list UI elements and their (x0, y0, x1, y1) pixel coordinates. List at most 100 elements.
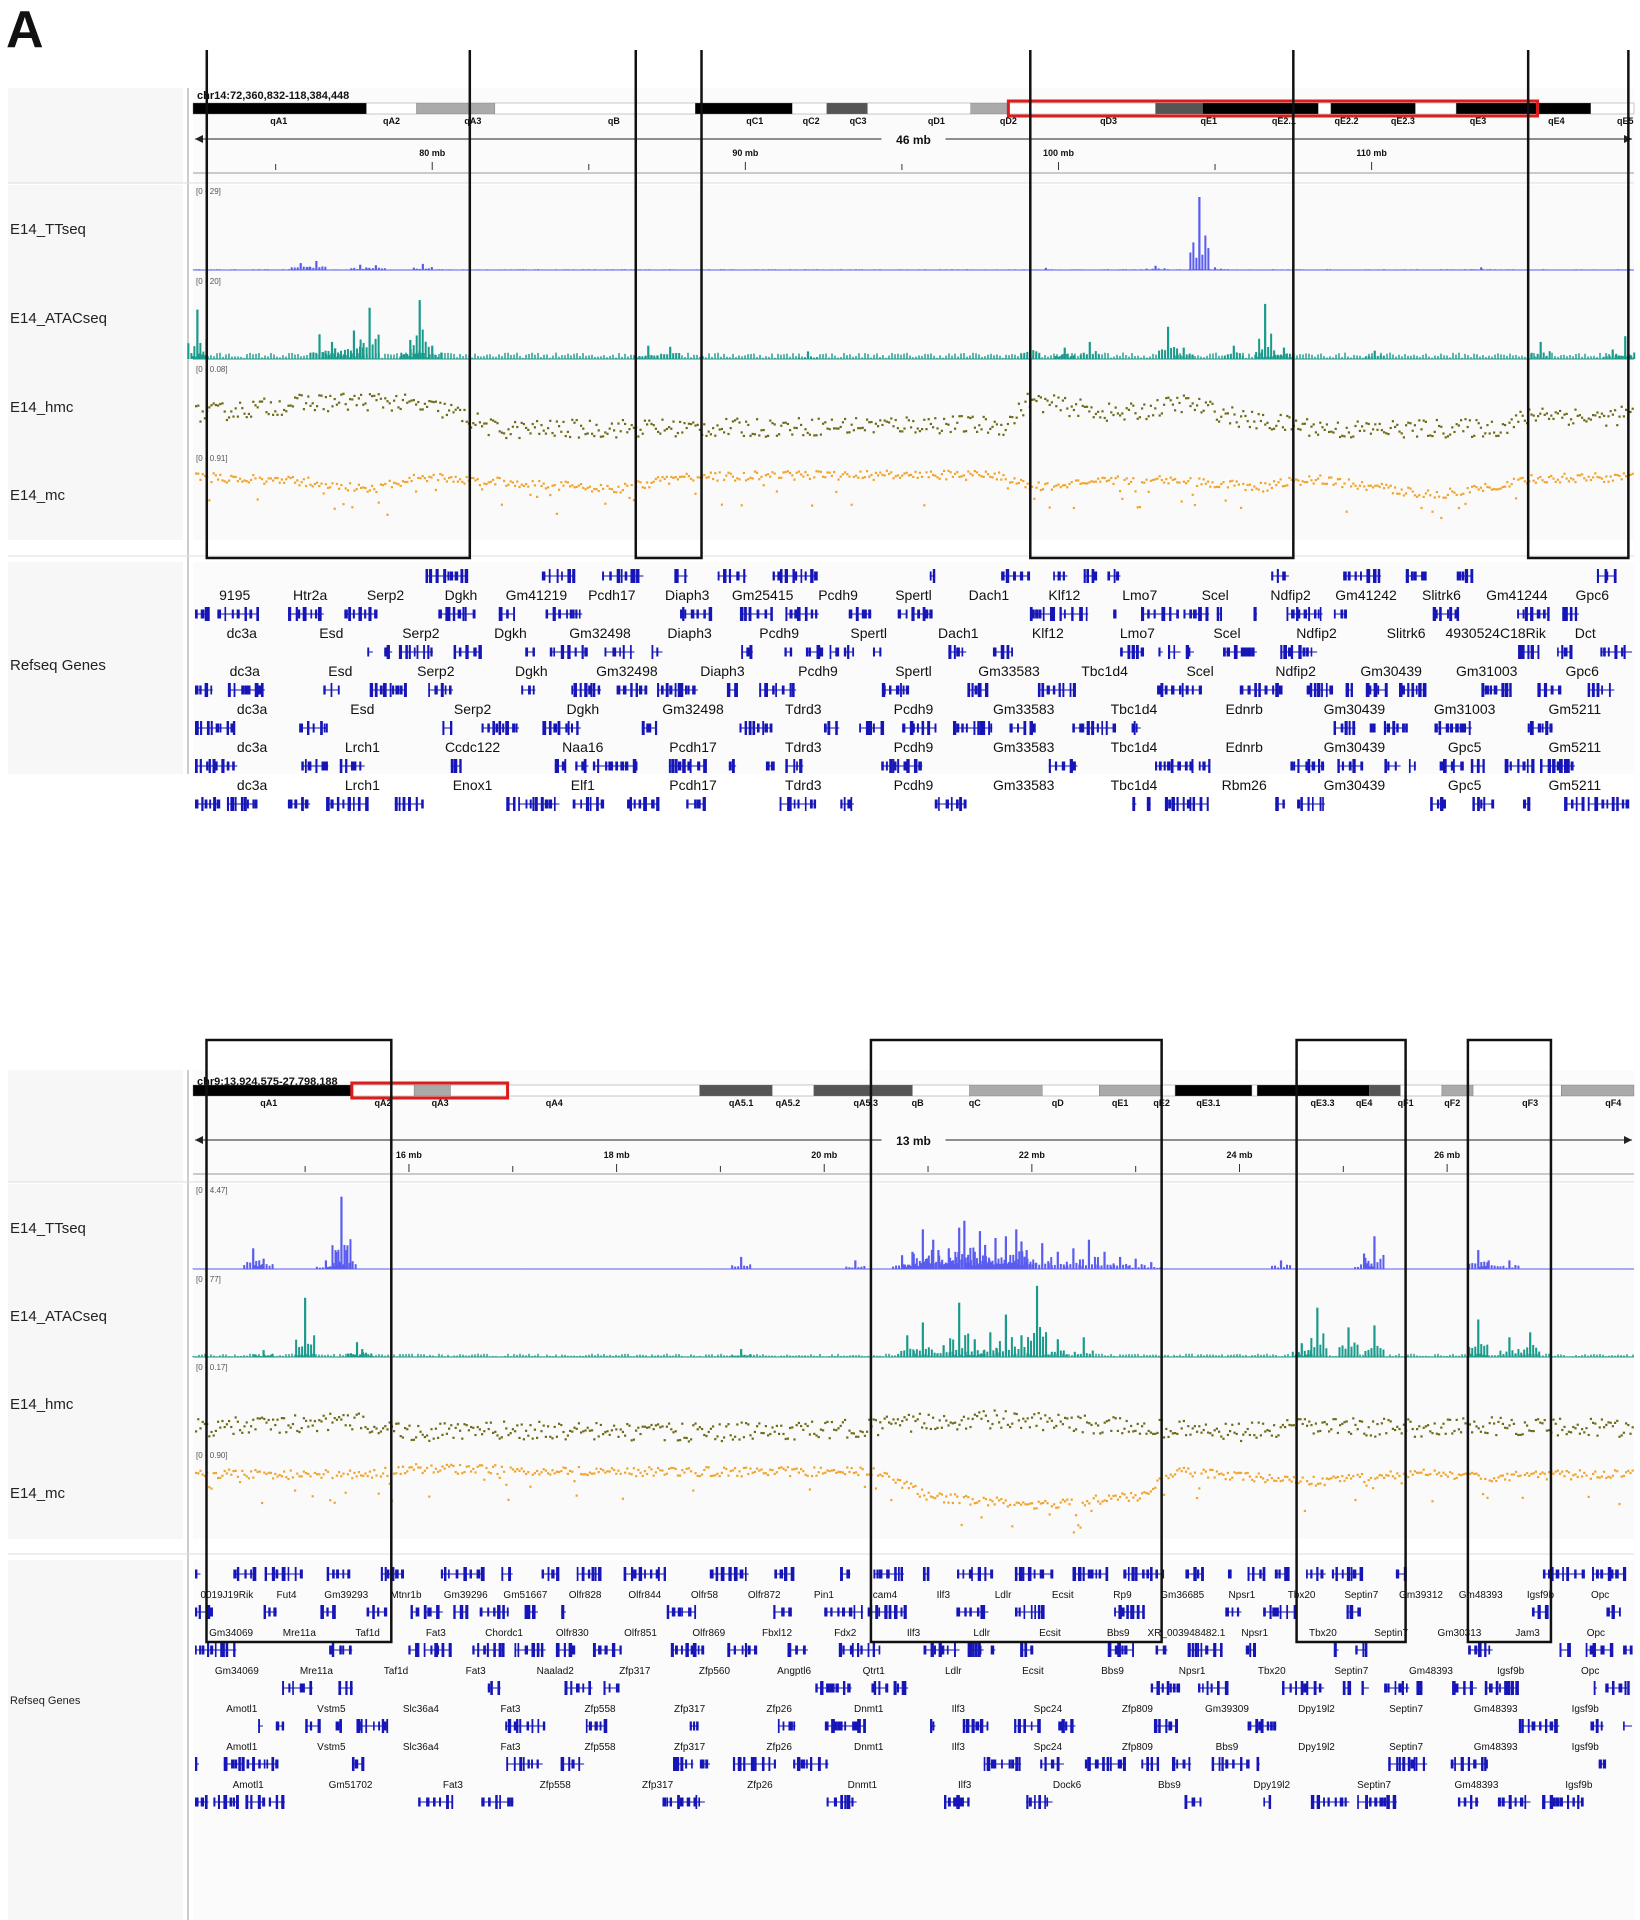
gene-exon (368, 607, 372, 621)
methylation-point (375, 490, 378, 494)
methylation-point (1537, 477, 1540, 480)
gene-label: Gm5211 (1549, 777, 1602, 793)
ideogram-band (772, 1084, 815, 1097)
gene-exon (1413, 761, 1416, 771)
methylation-point (740, 431, 743, 434)
methylation-point (1541, 479, 1544, 482)
methylation-point (1517, 478, 1520, 481)
methylation-point (454, 408, 457, 411)
methylation-point (1171, 478, 1174, 481)
data-area (193, 1184, 1634, 1539)
methylation-point (507, 428, 510, 431)
gene-exon (1452, 759, 1455, 773)
gene-exon (697, 761, 701, 771)
methylation-point (683, 422, 686, 425)
gene-exon (357, 797, 361, 811)
methylation-point (1438, 495, 1441, 498)
methylation-point (1453, 491, 1456, 494)
methylation-point (320, 482, 323, 485)
gene-exon (863, 609, 867, 619)
gene-exon (560, 645, 565, 659)
gene-exon (1600, 647, 1603, 657)
gene-exon (1384, 759, 1387, 773)
methylation-point (388, 479, 391, 482)
ideogram-band (1318, 102, 1332, 115)
methylation-point (1565, 412, 1568, 416)
methylation-point (643, 486, 646, 490)
methylation-point (910, 473, 913, 477)
methylation-point (1334, 482, 1337, 485)
gene-label: Gm5211 (1549, 739, 1602, 755)
gene-exon (556, 759, 559, 773)
methylation-point (1451, 490, 1454, 493)
methylation-point (1427, 489, 1430, 492)
methylation-point (340, 393, 343, 396)
methylation-point (824, 476, 827, 479)
methylation-point (641, 486, 644, 489)
methylation-point (1224, 412, 1227, 415)
gene-exon (195, 609, 198, 619)
methylation-point (456, 480, 459, 483)
gene-exon (660, 685, 664, 695)
methylation-point (1204, 401, 1207, 404)
gene-exon (889, 685, 892, 695)
gene-exon (553, 723, 558, 733)
methylation-point (463, 408, 466, 412)
methylation-point (1037, 394, 1040, 398)
methylation-point (824, 421, 827, 424)
methylation-point (1132, 404, 1135, 407)
gene-label: Gm32498 (596, 663, 658, 679)
gene-exon (342, 799, 345, 809)
methylation-point (1075, 479, 1078, 482)
gene-exon (1186, 799, 1190, 809)
methylation-point (1418, 419, 1421, 422)
gene-exon (521, 685, 524, 695)
gene-label: Ndfip2 (1270, 587, 1311, 603)
methylation-point (1545, 412, 1548, 415)
methylation-point (1587, 475, 1590, 478)
gene-exon (457, 609, 462, 619)
gene-exon (1164, 685, 1168, 695)
methylation-point (1222, 481, 1225, 484)
methylation-point (705, 434, 708, 437)
methylation-point (936, 476, 939, 479)
gene-exon (1290, 645, 1294, 659)
methylation-point (989, 427, 992, 431)
methylation-point (1534, 481, 1537, 484)
methylation-point (753, 470, 756, 473)
gene-exon (796, 607, 801, 621)
gene-exon (959, 797, 963, 811)
methylation-point (663, 477, 666, 480)
methylation-point (863, 476, 866, 479)
methylation-point (434, 400, 437, 403)
methylation-point (888, 472, 891, 475)
methylation-point (1176, 396, 1179, 399)
methylation-point (1050, 401, 1053, 404)
gene-exon (804, 571, 807, 581)
methylation-point (1083, 405, 1086, 409)
gene-exon (545, 609, 549, 619)
band-label: qE3 (1470, 116, 1487, 126)
methylation-point (547, 427, 550, 430)
gene-exon (1461, 571, 1465, 581)
gene-exon (1275, 797, 1279, 811)
methylation-point (1231, 406, 1234, 409)
methylation-point (474, 479, 477, 482)
gene-exon (435, 569, 439, 583)
methylation-point (672, 476, 675, 479)
methylation-point (1163, 481, 1166, 484)
methylation-point (646, 481, 649, 484)
gene-exon (1046, 685, 1050, 695)
methylation-point (1273, 480, 1276, 483)
methylation-point (826, 427, 829, 430)
methylation-point (217, 404, 220, 407)
gene-exon (792, 569, 795, 583)
gene-exon (204, 607, 208, 621)
gene-exon (1297, 759, 1300, 773)
methylation-point (949, 430, 952, 434)
methylation-point (813, 434, 816, 437)
gene-exon (572, 569, 576, 583)
methylation-point (742, 471, 745, 475)
span-label-bg (881, 1132, 946, 1148)
gene-exon (973, 721, 976, 735)
